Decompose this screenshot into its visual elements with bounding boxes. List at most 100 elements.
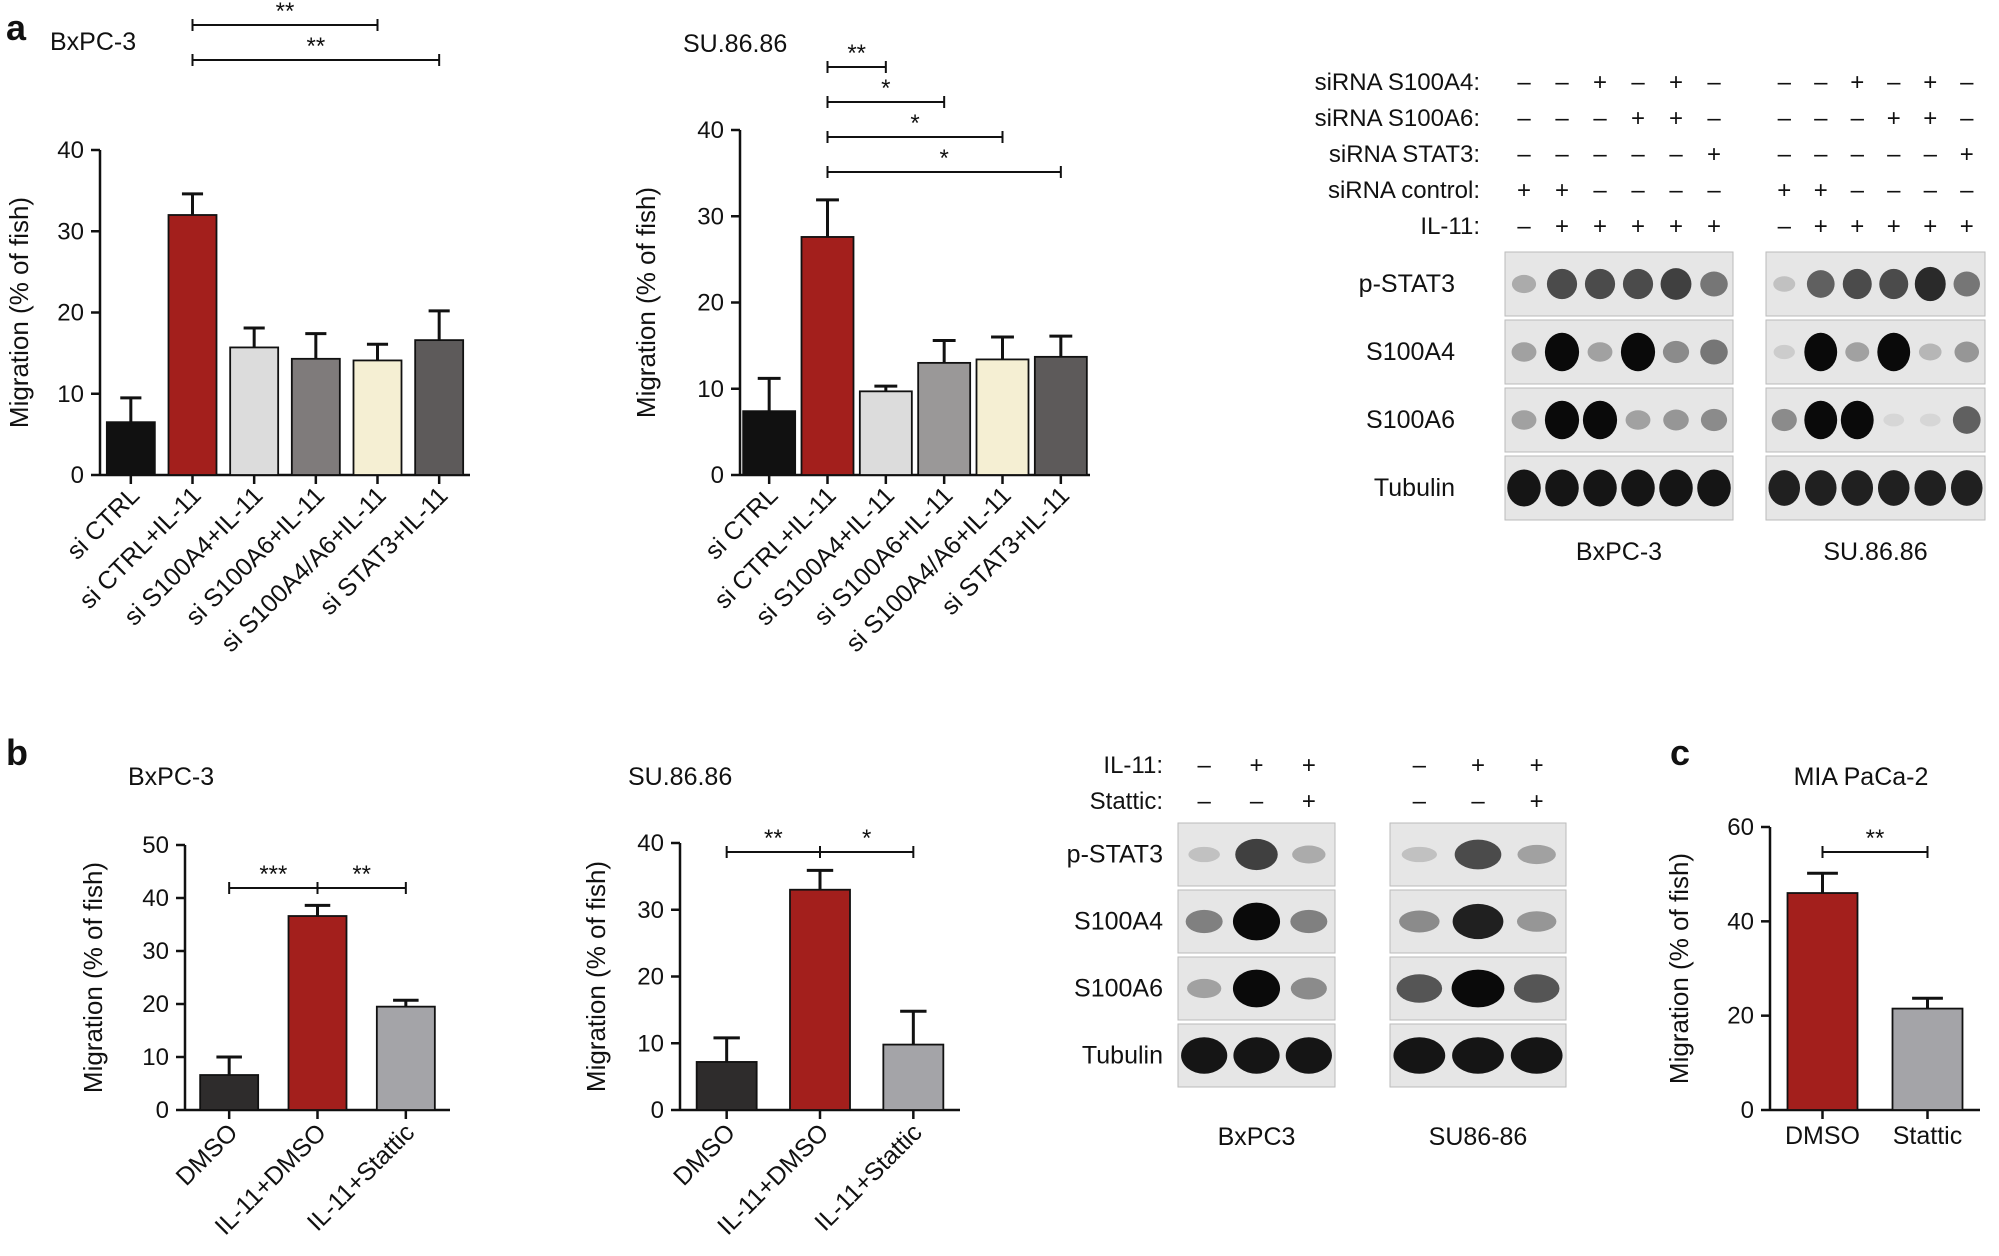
blot-condition-mark: –: [1778, 141, 1792, 168]
chart-title: BxPC-3: [50, 28, 136, 56]
blot-condition-label: IL-11:: [1420, 213, 1480, 240]
blot-band: [1587, 342, 1613, 362]
blot-band: [1662, 340, 1690, 364]
significance-label: *: [862, 825, 871, 852]
y-tick-label: 40: [637, 830, 664, 857]
bar: [1033, 355, 1088, 476]
blot-cell-line-label: BxPC3: [1218, 1123, 1296, 1151]
significance-label: **: [352, 861, 371, 888]
blot-condition-mark: –: [1960, 105, 1974, 132]
blot-condition-label: siRNA control:: [1328, 177, 1480, 204]
blot-condition-mark: –: [1517, 69, 1531, 96]
blot-band: [1290, 977, 1327, 1000]
blot-condition-mark: +: [1631, 105, 1645, 132]
blot-band: [1841, 470, 1874, 506]
blot-band: [1697, 469, 1731, 507]
bar: [352, 359, 403, 476]
blot-band: [1918, 343, 1942, 361]
blot-condition-mark: +: [1887, 105, 1901, 132]
blot-condition-mark: –: [1851, 177, 1865, 204]
blot-band: [1546, 268, 1578, 300]
blot-band: [1914, 266, 1946, 302]
significance-label: **: [847, 40, 866, 67]
blot-condition-mark: –: [1960, 69, 1974, 96]
blot-band: [1188, 846, 1220, 863]
blot-condition-mark: –: [1960, 177, 1974, 204]
bar: [290, 357, 341, 476]
blot-band: [1700, 339, 1728, 365]
significance-label: **: [764, 825, 783, 852]
blot-condition-mark: –: [1924, 177, 1938, 204]
chart-title: MIA PaCa-2: [1794, 763, 1929, 791]
blot-condition-mark: +: [1814, 177, 1828, 204]
bar: [229, 346, 280, 476]
blot-condition-mark: –: [1413, 788, 1427, 815]
y-axis-label: Migration (% of fish): [4, 197, 34, 428]
blot-condition-mark: +: [1471, 752, 1485, 779]
y-tick-label: 10: [57, 381, 84, 408]
blot-condition-mark: –: [1593, 141, 1607, 168]
blot-condition-mark: –: [1814, 141, 1828, 168]
blot-band: [1507, 469, 1541, 507]
blot-band: [1954, 341, 1980, 363]
blot-band: [1659, 469, 1693, 507]
blot-band: [1451, 969, 1505, 1008]
y-tick-label: 0: [1741, 1097, 1754, 1124]
blot-condition-mark: +: [1593, 69, 1607, 96]
blot-band: [1232, 969, 1281, 1008]
panel-label-a: a: [6, 7, 27, 48]
blot-condition-mark: –: [1851, 141, 1865, 168]
blot-condition-mark: +: [1777, 177, 1791, 204]
y-tick-label: 20: [57, 300, 84, 327]
y-axis-label: Migration (% of fish): [631, 187, 661, 418]
chart-4: MIA PaCa-2 0 20 40 60 Migration (% of fish) DM…: [1664, 763, 1980, 1150]
blot-band: [1840, 400, 1874, 440]
blot-membrane: [1504, 319, 1734, 385]
blot-condition-mark: –: [1555, 141, 1569, 168]
y-tick-label: 40: [142, 885, 169, 912]
chart-2: BxPC-3 0 10 20 30 40 50 Migration (% of fish) DM…: [78, 763, 450, 1241]
blot-band: [1399, 910, 1440, 933]
blot-band: [1511, 342, 1537, 362]
blot-band: [1804, 332, 1838, 372]
blot-band: [1877, 332, 1911, 372]
significance-label: **: [1866, 825, 1885, 852]
y-axis-label: Migration (% of fish): [1664, 853, 1694, 1084]
blot-condition-mark: –: [1887, 177, 1901, 204]
chart-title: SU.86.86: [683, 30, 787, 58]
significance-label: **: [276, 0, 295, 25]
y-tick-label: 0: [651, 1097, 664, 1124]
blot-band: [1511, 274, 1537, 294]
bar: [742, 410, 797, 476]
chart-title: SU.86.86: [628, 763, 732, 791]
bar: [167, 214, 218, 476]
bar: [375, 1005, 436, 1111]
blot-condition-mark: +: [1707, 141, 1721, 168]
blot-band: [1292, 845, 1326, 864]
blot-band: [1396, 974, 1443, 1003]
blot-band: [1877, 470, 1910, 506]
blot-condition-mark: –: [1887, 69, 1901, 96]
blot-band: [1660, 268, 1692, 300]
significance-label: *: [881, 75, 890, 102]
blot-band: [1401, 846, 1438, 863]
blot-condition-mark: +: [1669, 69, 1683, 96]
blot-band: [1511, 410, 1537, 430]
blot-condition-mark: +: [1887, 213, 1901, 240]
blot-band: [1393, 1037, 1446, 1074]
blot-condition-mark: +: [1631, 213, 1645, 240]
blot-protein-label: S100A4: [1074, 908, 1163, 936]
bar: [695, 1061, 758, 1111]
blot-band: [1185, 909, 1223, 934]
bar: [789, 888, 851, 1111]
y-tick-label: 20: [637, 964, 664, 991]
blot-condition-mark: +: [1923, 105, 1937, 132]
panel-label-c: c: [1670, 732, 1690, 773]
blot-band: [1285, 1037, 1332, 1074]
blot-protein-label: Tubulin: [1082, 1042, 1163, 1070]
y-tick-label: 10: [142, 1044, 169, 1071]
blot-condition-mark: –: [1517, 141, 1531, 168]
